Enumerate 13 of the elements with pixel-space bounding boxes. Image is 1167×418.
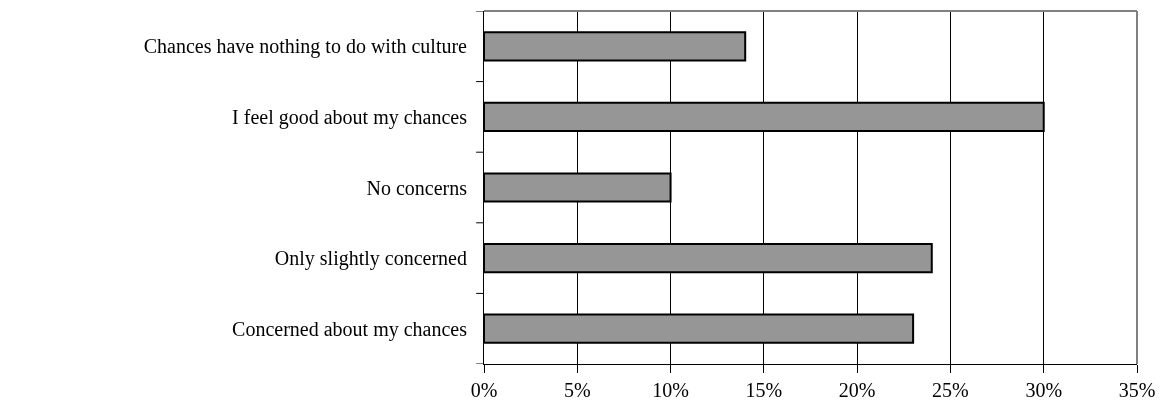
y-tick-label: I feel good about my chances: [232, 105, 468, 129]
x-tick-label: 10%: [652, 379, 689, 401]
y-tick-label: Concerned about my chances: [232, 317, 468, 341]
x-tick-label: 25%: [932, 379, 969, 401]
y-tick-label: No concerns: [366, 176, 468, 199]
y-tick-label: Only slightly concerned: [274, 247, 467, 271]
x-tick-label: 0%: [470, 379, 498, 401]
x-tick-label: 5%: [563, 379, 591, 401]
y-tick-label: Chances have nothing to do with culture: [143, 35, 468, 59]
x-tick-label: 30%: [1025, 379, 1063, 401]
x-tick-label: 35%: [1118, 379, 1156, 401]
x-tick-label: 15%: [745, 379, 783, 401]
x-tick-label: 20%: [838, 379, 876, 401]
